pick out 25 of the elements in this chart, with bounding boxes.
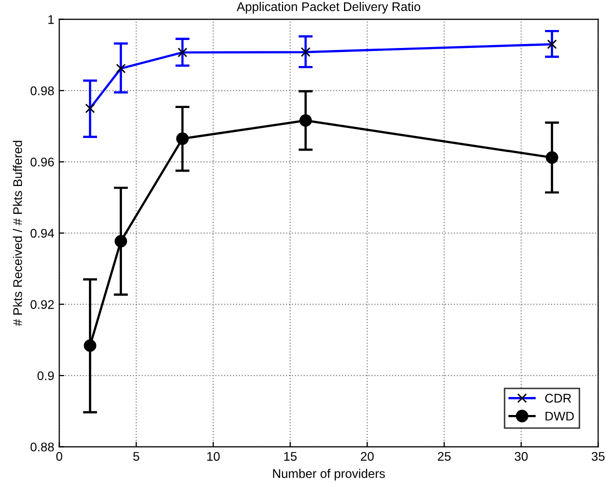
y-axis-title: # Pkts Received / # Pkts Buffered: [12, 140, 22, 326]
point: [84, 339, 96, 352]
y-tick-label: 0.88: [30, 442, 54, 452]
y-tick-label: 0.92: [30, 300, 54, 309]
point: [299, 114, 312, 127]
x-tick-label: 0: [56, 452, 62, 461]
y-tick-label: 0.98: [30, 86, 54, 96]
x-tick-label: 30: [514, 452, 528, 461]
chart-title: Application Packet Delivery Ratio: [236, 2, 420, 14]
x-tick-label: 15: [284, 452, 297, 461]
legend-label: DWD: [546, 412, 574, 420]
y-tick-label: 0.96: [30, 158, 54, 166]
point: [546, 151, 558, 164]
point: [114, 234, 128, 248]
y-tick-label: 0.94: [30, 228, 54, 238]
x-tick-label: 20: [360, 452, 374, 461]
x-axis-title: Number of providers: [273, 468, 385, 480]
x-tick-label: 35: [592, 452, 605, 461]
point: [176, 132, 189, 145]
x-tick-label: 5: [133, 452, 140, 461]
x-tick-label: 25: [438, 452, 451, 461]
y-tick-label: 0.9: [38, 371, 54, 380]
x-tick-label: 10: [207, 452, 220, 461]
y-tick-label: 1: [48, 15, 54, 24]
legend-label: CDR: [545, 394, 572, 403]
